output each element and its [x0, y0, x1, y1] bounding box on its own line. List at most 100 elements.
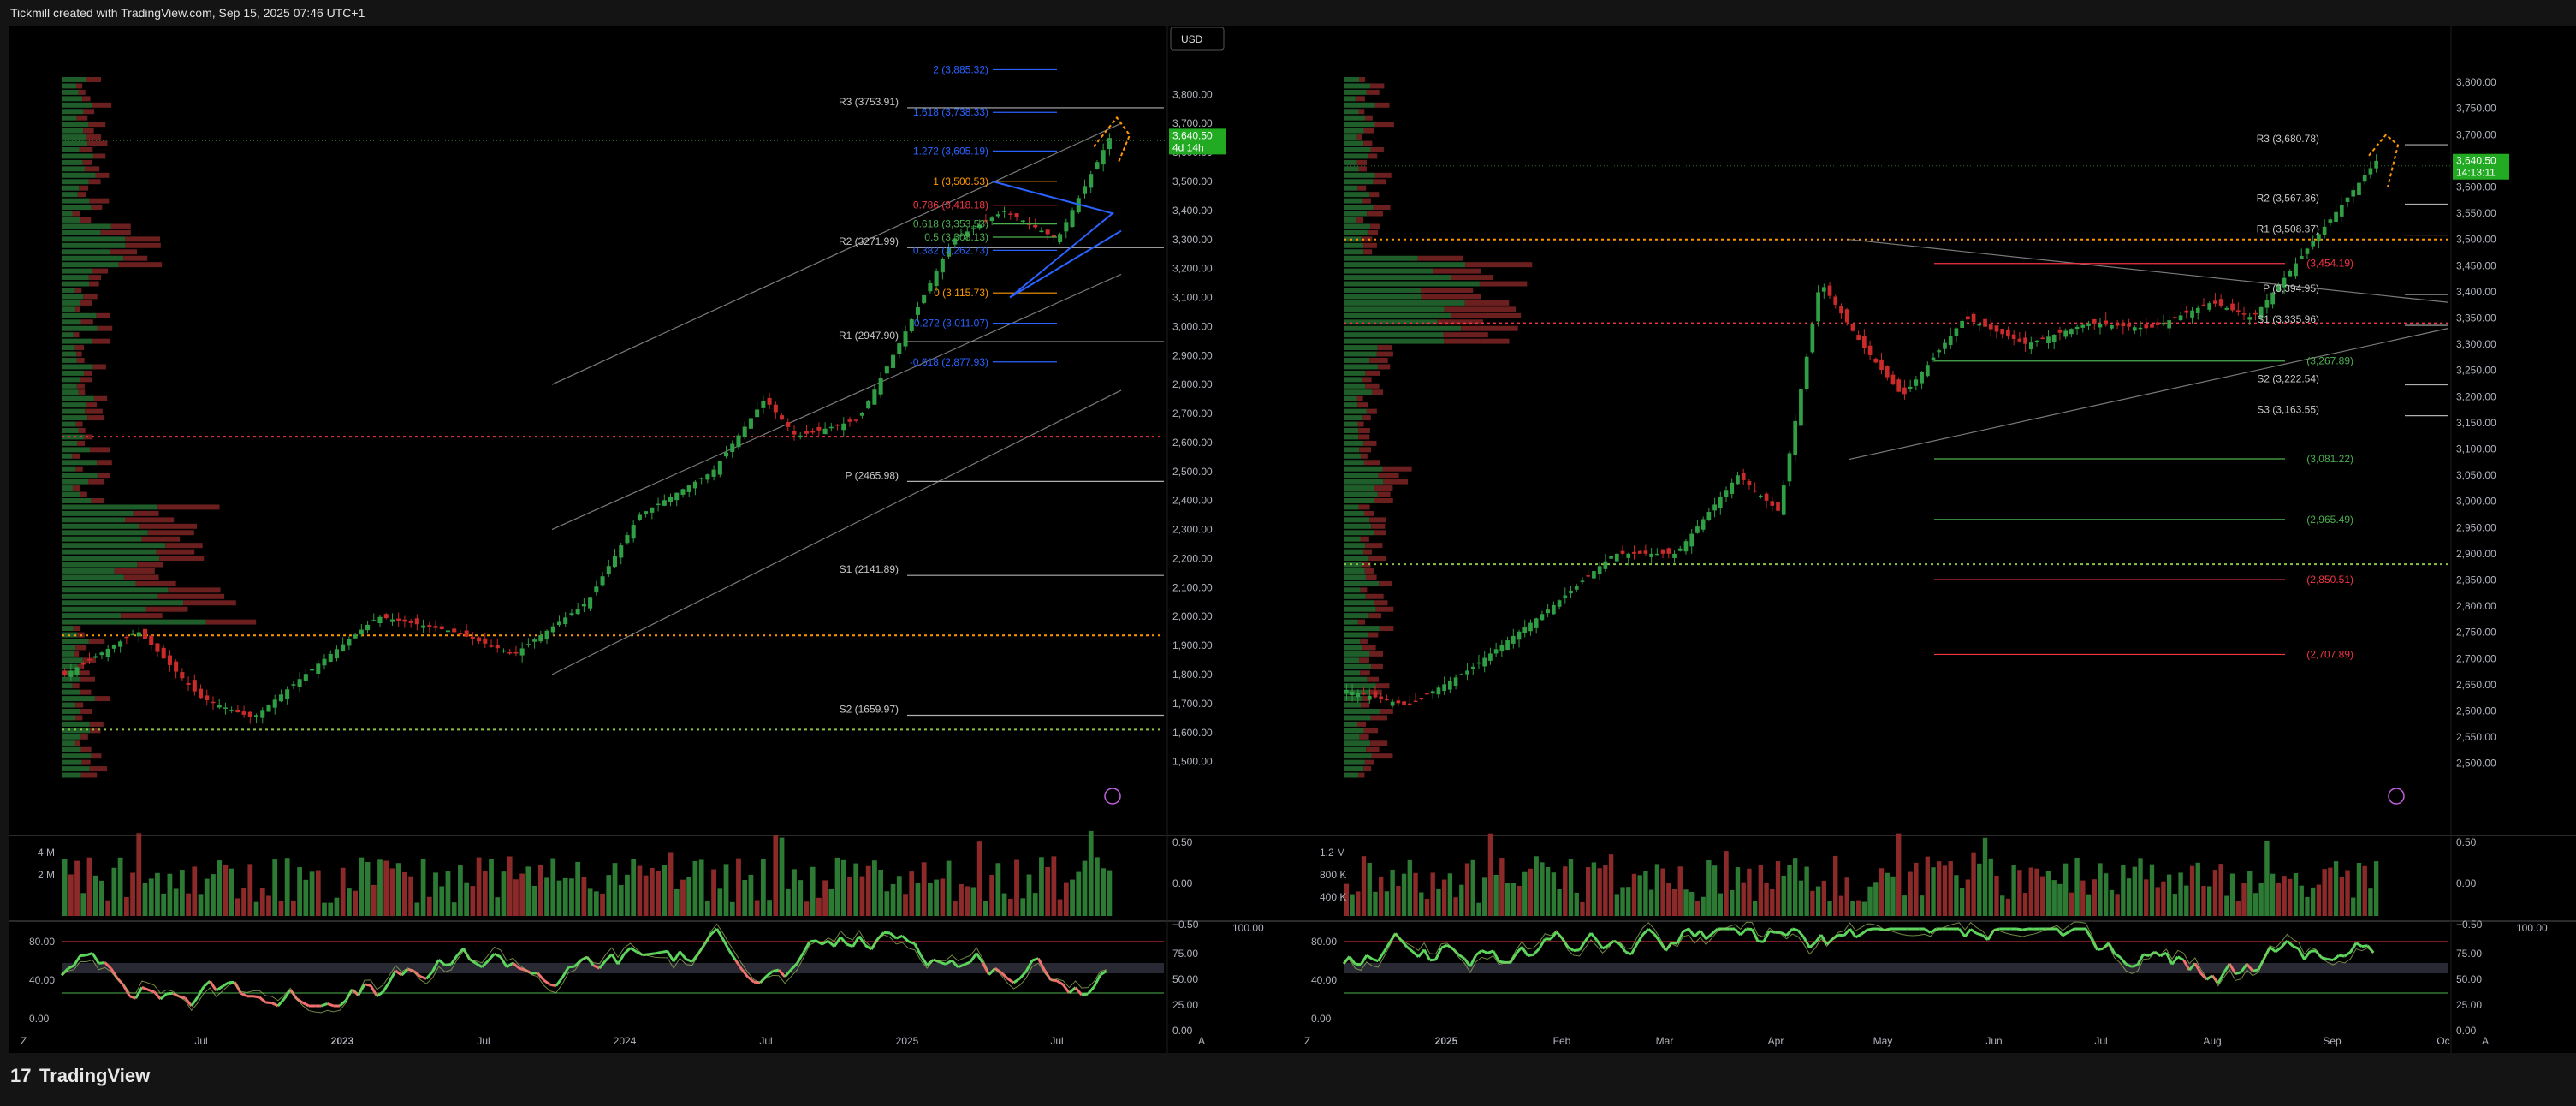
candle-body: [2150, 324, 2154, 328]
volume-axis-label: 1.2 M: [1320, 847, 1345, 859]
volume-profile-bar-up: [1344, 166, 1359, 172]
candle-body: [674, 492, 680, 501]
left-chart-pane[interactable]: 3,800.003,700.003,600.003,500.003,400.00…: [9, 26, 1292, 1053]
oscillator-signal-line: [61, 923, 1107, 1014]
right-chart-pane[interactable]: 3,800.003,750.003,700.003,650.003,600.00…: [1292, 26, 2576, 1053]
oscillator-line-segment: [549, 983, 557, 988]
oscillator-line-segment: [475, 962, 483, 969]
volume-profile-bar-up: [1344, 510, 1364, 516]
oscillator-line-segment: [840, 936, 848, 946]
volume-bar: [1747, 868, 1752, 916]
oscillator-line-segment: [568, 965, 575, 969]
volume-bar: [1557, 889, 1562, 916]
volume-bar: [395, 863, 401, 916]
volume-profile-bar-down: [1382, 466, 1412, 472]
candle-body: [489, 645, 494, 647]
candle-body: [174, 661, 179, 672]
oscillator-line-segment: [1359, 954, 1368, 966]
price-tick-label: 3,400.00: [2456, 286, 2496, 298]
oscillator-line-segment: [1405, 945, 1414, 953]
volume-bar: [1001, 893, 1007, 916]
volume-profile-bar-up: [62, 211, 73, 217]
volume-profile-bar-down: [1363, 549, 1373, 555]
volume-bar: [2040, 876, 2045, 916]
volume-profile-bar-up: [1344, 134, 1357, 140]
volume-profile-bar-up: [62, 645, 76, 651]
oscillator-line-segment: [91, 952, 100, 965]
oscillator-line-segment: [159, 992, 168, 1001]
volume-bar: [618, 885, 624, 916]
candle-body: [822, 428, 828, 435]
oscillator-line-segment: [1653, 933, 1661, 943]
oscillator-line-segment: [1769, 930, 1776, 934]
volume-profile-bar-up: [1344, 159, 1357, 165]
candle-body: [2098, 324, 2103, 328]
volume-profile-bar-down: [1375, 606, 1394, 612]
volume-bar: [1007, 898, 1013, 916]
candle-body: [2127, 323, 2131, 327]
volume-bar: [1718, 893, 1723, 916]
volume-profile-bar-up: [1344, 447, 1360, 453]
volume-bar: [1631, 873, 1637, 916]
candle-body: [1954, 328, 1959, 336]
candle-body: [680, 489, 686, 495]
candle-body: [1712, 504, 1717, 511]
volume-profile-bar-down: [1363, 510, 1374, 516]
candle-body: [2092, 318, 2097, 324]
oscillator-line-segment: [2113, 952, 2122, 959]
oscillator-right-axis-label: 0.00: [1172, 1025, 1193, 1037]
volume-profile-bar-up: [62, 332, 74, 338]
candle-body: [111, 645, 116, 649]
volume-profile-bar-down: [1421, 294, 1481, 300]
candle-body: [458, 633, 463, 635]
oscillator-line-segment: [2068, 927, 2075, 934]
candle-body: [1436, 687, 1441, 695]
oscillator-line-segment: [1509, 953, 1517, 964]
volume-bar: [1482, 877, 1487, 916]
volume-bar: [934, 879, 940, 916]
volume-bar: [729, 901, 735, 916]
candle-body: [389, 619, 395, 622]
candle-body: [1931, 357, 1936, 360]
price-tick-label: 2,500.00: [2456, 758, 2496, 770]
pivot-level-label: S2 (1659.97): [840, 703, 899, 715]
volume-profile-bar-up: [62, 109, 84, 115]
oscillator-line-segment: [585, 956, 595, 966]
volume-profile-bar-up: [62, 338, 92, 344]
volume-bar: [779, 837, 785, 916]
volume-profile-bar-up: [1344, 89, 1367, 95]
volume-profile-bar-down: [1363, 128, 1375, 134]
volume-bar: [878, 869, 884, 916]
oscillator-line-segment: [1366, 954, 1374, 960]
volume-profile-bar-down: [1357, 185, 1367, 191]
oscillator-line-segment: [1388, 932, 1397, 944]
oscillator-line-segment: [919, 954, 929, 966]
candle-body: [1574, 586, 1579, 590]
candle-body: [1517, 631, 1522, 640]
volume-profile-bar-down: [76, 351, 82, 357]
left-chart-svg[interactable]: 3,800.003,700.003,600.003,500.003,400.00…: [9, 26, 1292, 1053]
volume-profile-bar-up: [1344, 262, 1466, 268]
volume-bar: [2022, 893, 2028, 916]
candle-body: [1925, 365, 1930, 377]
oscillator-line-segment: [2062, 931, 2069, 937]
volume-bar: [674, 889, 680, 916]
volume-profile-bar-down: [73, 332, 80, 338]
right-chart-svg[interactable]: 3,800.003,750.003,700.003,650.003,600.00…: [1292, 26, 2576, 1053]
volume-profile-bar-up: [62, 753, 92, 759]
tradingview-logo[interactable]: 17 TradingView: [10, 1065, 150, 1087]
volume-profile-bar-down: [84, 434, 93, 440]
volume-profile-bar-down: [1355, 96, 1365, 102]
volume-profile-bar-down: [84, 370, 92, 376]
volume-profile-bar-down: [89, 198, 110, 204]
volume-bar: [1896, 833, 1902, 916]
candle-body: [470, 636, 475, 639]
volume-bar: [2339, 877, 2344, 916]
candle-body: [847, 419, 852, 422]
candle-body: [205, 695, 210, 701]
oscillator-left-axis-label: 80.00: [29, 936, 55, 948]
candle-body: [1373, 691, 1378, 698]
volume-bar: [2368, 888, 2373, 916]
volume-profile-bar-up: [1344, 351, 1377, 357]
volume-bar: [173, 888, 179, 916]
